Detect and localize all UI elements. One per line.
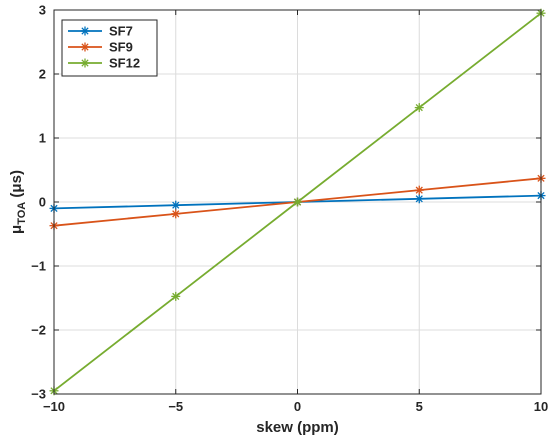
legend-box <box>61 19 158 77</box>
x-tick-label: 10 <box>534 399 548 414</box>
y-tick-label: −1 <box>31 259 46 274</box>
y-axis-title-symbol: μ <box>8 225 25 234</box>
x-tick-label: 0 <box>294 399 301 414</box>
legend-label-sf9: SF9 <box>109 40 133 55</box>
legend-entry-sf9: SF9 <box>68 40 133 55</box>
x-tick-label: −5 <box>168 399 183 414</box>
x-tick-label: 5 <box>416 399 423 414</box>
y-tick-label: 2 <box>39 67 46 82</box>
y-axis-title-subscript: TOA <box>16 202 28 225</box>
legend-entry-sf7: SF7 <box>68 24 133 39</box>
data-point-sf12 <box>293 197 302 207</box>
y-tick-label: 3 <box>39 3 46 18</box>
legend-entry-sf12: SF12 <box>68 56 140 71</box>
legend-label-sf7: SF7 <box>109 24 133 39</box>
legend-marker-sf7 <box>80 26 90 36</box>
y-axis-title: μTOA (μs) <box>8 170 28 234</box>
y-tick-label: −2 <box>31 323 46 338</box>
data-point-sf9 <box>171 209 181 219</box>
x-tick-label: −10 <box>43 399 65 414</box>
data-point-sf9 <box>414 185 424 195</box>
legend-label-sf12: SF12 <box>109 56 140 71</box>
y-tick-label: 0 <box>39 195 46 210</box>
y-tick-label: −3 <box>31 387 46 402</box>
y-axis-title-unit: (μs) <box>8 170 25 198</box>
data-point-sf12 <box>171 291 181 301</box>
legend-marker-sf12 <box>80 58 90 68</box>
data-point-sf7 <box>171 200 181 210</box>
x-axis-title: skew (ppm) <box>256 419 339 436</box>
data-point-sf7 <box>414 194 424 204</box>
y-tick-label: 1 <box>39 131 46 146</box>
legend-marker-sf9 <box>80 42 90 52</box>
data-point-sf12 <box>414 103 424 113</box>
